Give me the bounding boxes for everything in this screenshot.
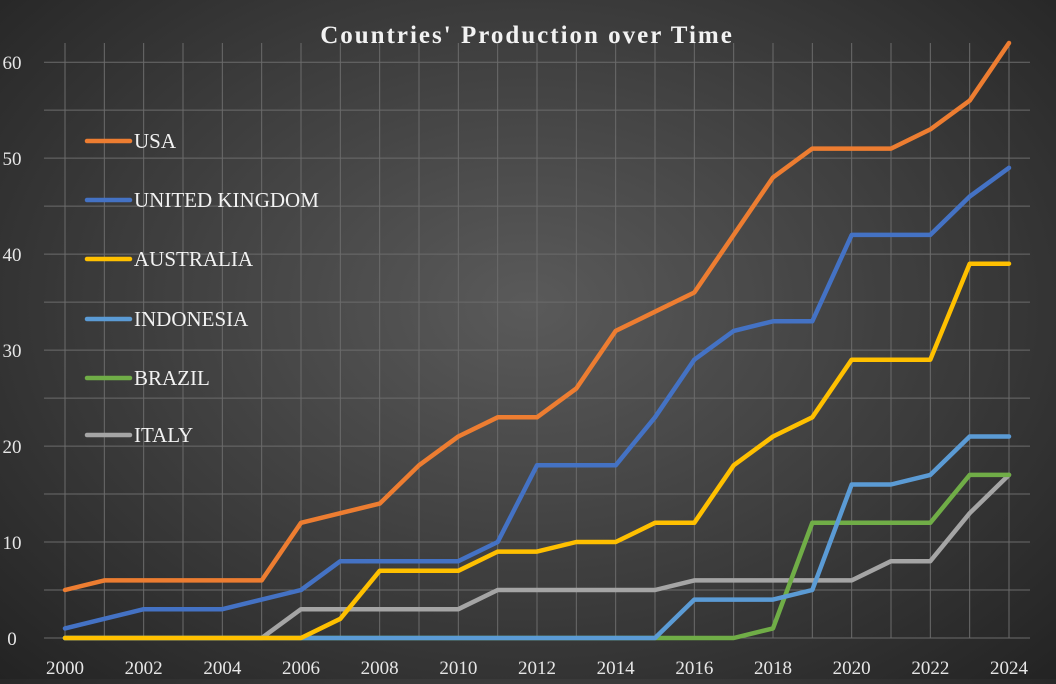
y-tick-label: 30 <box>3 341 22 362</box>
legend: USA UNITED KINGDOM AUSTRALIA INDONESIA BRAZI… <box>84 129 319 447</box>
legend-label: BRAZIL <box>134 366 210 390</box>
gridlines <box>44 43 1030 639</box>
x-tick-label: 2016 <box>675 658 713 679</box>
y-tick-label: 60 <box>3 53 22 74</box>
x-tick-label: 2000 <box>46 658 84 679</box>
legend-label: INDONESIA <box>134 307 249 331</box>
y-tick-label: 40 <box>3 245 22 266</box>
legend-label: AUSTRALIA <box>134 247 254 271</box>
legend-label: USA <box>134 129 177 153</box>
legend-label: UNITED KINGDOM <box>134 188 319 212</box>
x-tick-label: 2014 <box>597 658 636 679</box>
x-tick-label: 2010 <box>439 658 477 679</box>
x-tick-label: 2020 <box>833 658 871 679</box>
axes: 0 10 20 30 40 50 60 2000 2002 2004 2006 2008 2010 201… <box>3 53 1029 679</box>
chart-title: Countries' Production over Time <box>320 22 734 49</box>
x-tick-label: 2012 <box>518 658 556 679</box>
x-tick-label: 2004 <box>203 658 242 679</box>
series-line-australia <box>62 261 1012 641</box>
series-line-united-kingdom <box>62 165 1012 631</box>
legend-label: ITALY <box>134 423 193 447</box>
series-lines <box>62 40 1012 641</box>
x-tick-label: 2006 <box>282 658 320 679</box>
y-tick-label: 50 <box>3 149 22 170</box>
y-tick-label: 0 <box>7 629 17 650</box>
y-tick-label: 20 <box>3 437 22 458</box>
x-tick-label: 2024 <box>990 658 1029 679</box>
x-tick-label: 2022 <box>911 658 949 679</box>
x-tick-label: 2008 <box>361 658 399 679</box>
series-line-usa <box>62 40 1012 593</box>
y-tick-label: 10 <box>3 533 22 554</box>
x-tick-label: 2002 <box>125 658 163 679</box>
x-tick-label: 2018 <box>754 658 792 679</box>
